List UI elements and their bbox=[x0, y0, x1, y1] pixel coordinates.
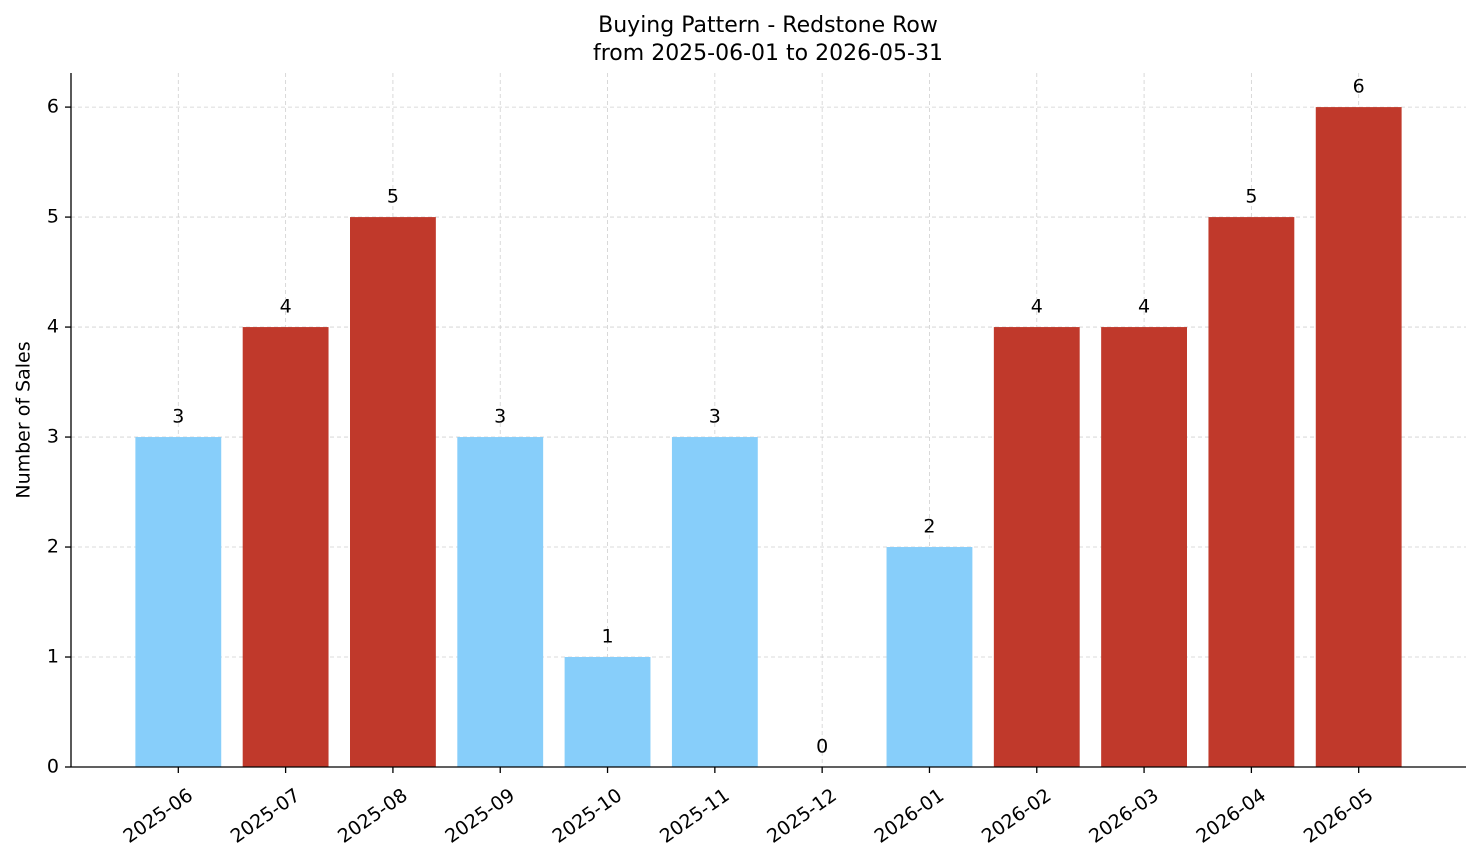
x-tick-label: 2026-05 bbox=[1300, 784, 1378, 848]
value-label: 6 bbox=[1353, 76, 1365, 98]
value-label: 0 bbox=[816, 736, 828, 758]
bar bbox=[886, 547, 973, 767]
bar bbox=[135, 437, 222, 767]
x-tick-label: 2025-07 bbox=[227, 784, 305, 848]
bar bbox=[1315, 107, 1402, 767]
bar bbox=[1101, 327, 1187, 767]
bar bbox=[671, 437, 758, 767]
chart-title: Buying Pattern - Redstone Row bbox=[598, 13, 938, 38]
bar bbox=[993, 327, 1080, 767]
x-tick-label: 2025-08 bbox=[334, 784, 412, 848]
bar bbox=[457, 437, 544, 767]
value-label: 3 bbox=[172, 406, 184, 428]
y-tick-label: 1 bbox=[47, 646, 59, 668]
y-tick-label: 0 bbox=[47, 756, 59, 778]
chart-subtitle: from 2025-06-01 to 2026-05-31 bbox=[593, 41, 943, 66]
bar bbox=[1208, 217, 1295, 768]
y-axis-label: Number of Sales bbox=[13, 341, 35, 498]
value-label: 3 bbox=[494, 406, 506, 428]
value-label: 5 bbox=[1245, 186, 1257, 208]
bar bbox=[350, 217, 436, 768]
value-label: 5 bbox=[387, 186, 399, 208]
x-tick-label: 2026-02 bbox=[978, 784, 1056, 848]
x-tick-label: 2025-11 bbox=[656, 784, 734, 848]
x-tick-label: 2025-09 bbox=[441, 784, 519, 848]
bar bbox=[564, 657, 651, 767]
y-tick-label: 6 bbox=[47, 96, 59, 118]
y-tick-label: 5 bbox=[47, 206, 59, 228]
value-label: 4 bbox=[1031, 296, 1043, 318]
x-tick-label: 2025-12 bbox=[763, 784, 841, 848]
value-label: 4 bbox=[280, 296, 292, 318]
y-tick-label: 4 bbox=[47, 316, 59, 338]
value-label: 1 bbox=[601, 626, 613, 648]
y-tick-label: 3 bbox=[47, 426, 59, 448]
y-tick-label: 2 bbox=[47, 536, 59, 558]
x-tick-label: 2025-06 bbox=[119, 784, 197, 848]
value-label: 2 bbox=[923, 516, 935, 538]
x-tick-label: 2025-10 bbox=[549, 784, 627, 848]
x-tick-label: 2026-04 bbox=[1192, 784, 1270, 848]
value-label: 3 bbox=[709, 406, 721, 428]
bar bbox=[242, 327, 329, 767]
x-tick-label: 2026-03 bbox=[1085, 784, 1163, 848]
x-tick-label: 2026-01 bbox=[870, 784, 948, 848]
value-label: 4 bbox=[1138, 296, 1150, 318]
